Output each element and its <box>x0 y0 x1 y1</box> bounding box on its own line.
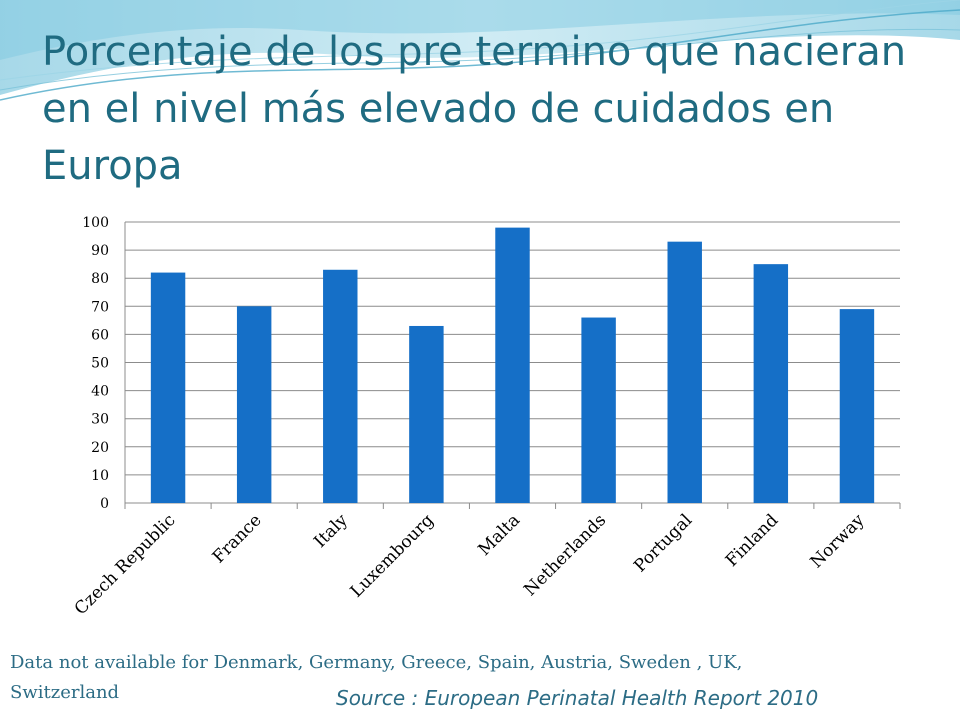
bar-malta <box>495 227 530 503</box>
x-tick-label: Luxembourg <box>347 510 438 601</box>
bar-italy <box>323 269 358 503</box>
source-citation: Source : European Perinatal Health Repor… <box>336 686 819 710</box>
y-tick-label: 20 <box>91 440 109 456</box>
y-tick-label: 80 <box>91 271 109 287</box>
page-title: Porcentaje de los pre termino que nacier… <box>42 29 907 189</box>
bar-norway <box>839 309 875 503</box>
decorative-waves <box>0 0 960 101</box>
y-tick-label: 10 <box>91 468 109 484</box>
x-tick-label: Portugal <box>630 510 696 576</box>
y-tick-label: 50 <box>91 356 109 372</box>
data-availability-note: Data not available for Denmark, Germany,… <box>10 652 743 703</box>
x-tick-label: Czech Republic <box>71 510 180 619</box>
x-tick-label: Norway <box>807 510 869 572</box>
y-tick-label: 100 <box>82 215 109 231</box>
y-tick-label: 70 <box>91 299 109 315</box>
bar-finland <box>753 264 789 503</box>
x-tick-label: Malta <box>475 510 524 559</box>
y-axis-ticks: 0 10 20 30 40 50 60 70 80 90 100 <box>82 215 109 512</box>
chart-bars <box>150 227 875 504</box>
bar-portugal <box>667 241 702 504</box>
bar-czech-republic <box>150 272 186 503</box>
x-tick-label: France <box>209 510 266 567</box>
y-tick-label: 0 <box>100 496 109 512</box>
y-tick-label: 30 <box>91 412 109 428</box>
x-tick-label: Netherlands <box>520 510 610 600</box>
bar-france <box>236 306 272 503</box>
y-tick-label: 90 <box>91 243 109 259</box>
bar-luxembourg <box>409 325 444 503</box>
x-tick-label: Finland <box>722 510 783 571</box>
bar-netherlands <box>581 317 616 503</box>
x-tick-label: Italy <box>310 510 352 552</box>
y-tick-label: 40 <box>91 384 109 400</box>
y-tick-label: 60 <box>91 327 109 343</box>
